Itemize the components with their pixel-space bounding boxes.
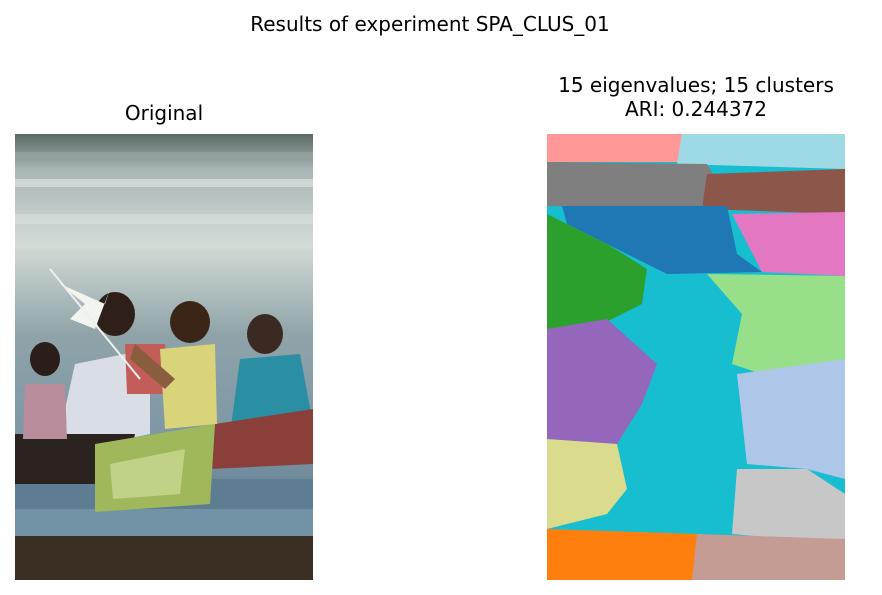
original-panel-title: Original [124, 101, 204, 125]
cluster-region [707, 274, 845, 379]
cluster-region [677, 134, 845, 169]
cluster-region [547, 319, 657, 444]
cluster-region [562, 206, 762, 274]
clusters-title-line1: 15 eigenvalues; 15 clusters [558, 73, 834, 97]
cluster-region [547, 162, 722, 209]
ari-title-line: ARI: 0.244372 [624, 97, 767, 121]
cluster-region [692, 534, 845, 580]
clusters-panel-title: 15 eigenvalues; 15 clusters ARI: 0.24437… [500, 73, 882, 121]
cluster-region [737, 359, 845, 479]
original-photo [15, 134, 313, 580]
cluster-region [547, 529, 702, 580]
cluster-region [732, 212, 845, 276]
cluster-region [547, 214, 647, 329]
cluster-label-map [547, 134, 845, 580]
cluster-region [702, 169, 845, 214]
cluster-region [732, 469, 845, 544]
cluster-region [547, 134, 685, 162]
cluster-region [547, 439, 627, 529]
figure-suptitle: Results of experiment SPA_CLUS_01 [250, 12, 610, 36]
